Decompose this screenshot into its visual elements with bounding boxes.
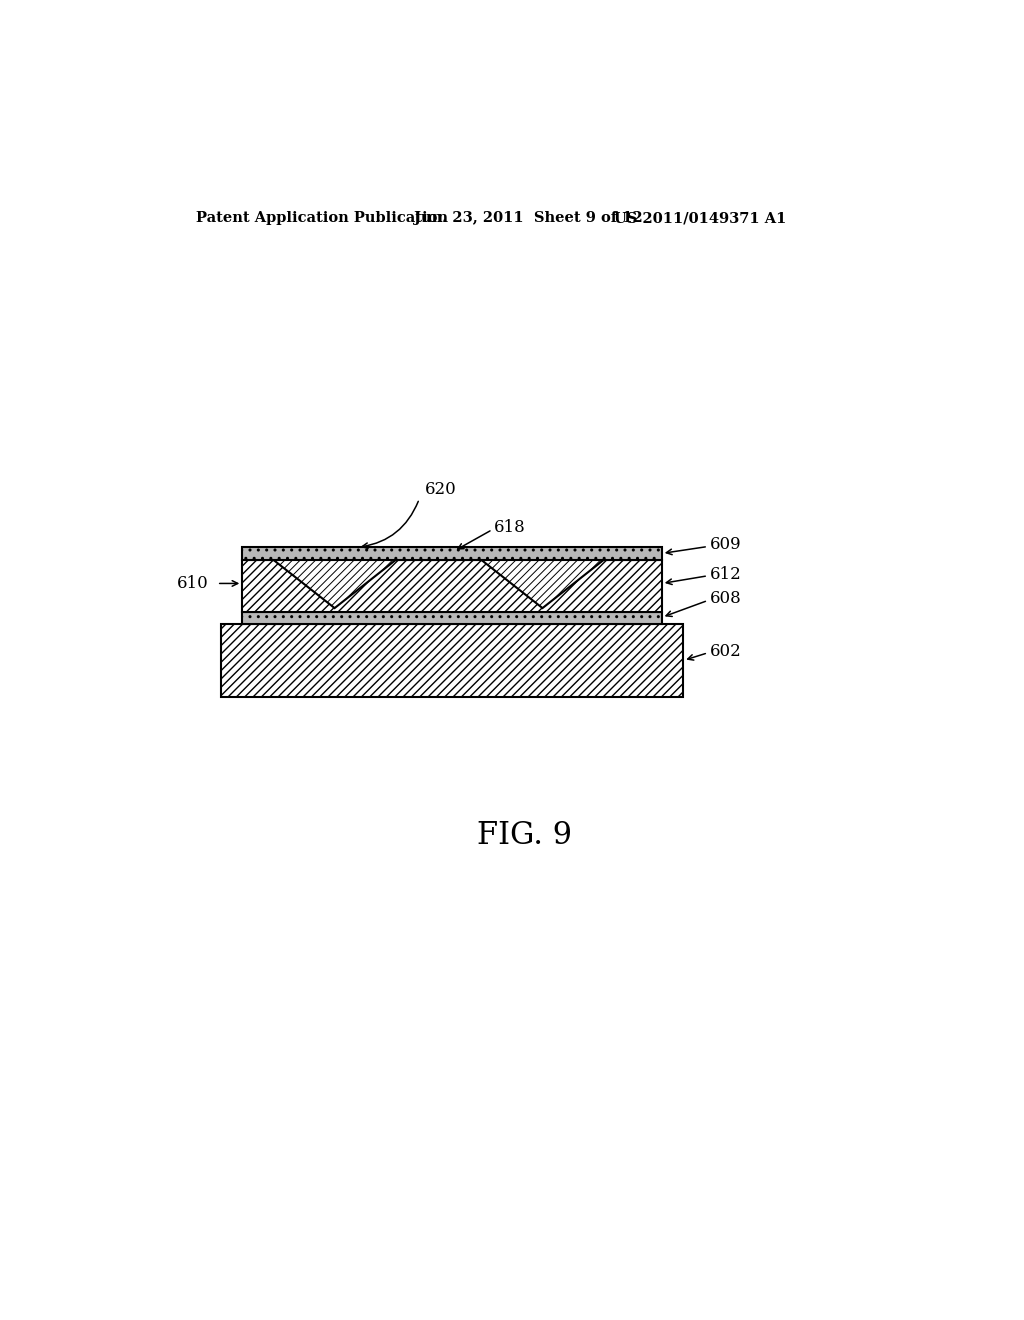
Polygon shape	[273, 560, 396, 609]
Text: FIG. 9: FIG. 9	[477, 821, 572, 851]
Bar	[243, 548, 662, 560]
Text: 610: 610	[177, 576, 209, 591]
Text: 618: 618	[494, 520, 525, 536]
Text: 612: 612	[710, 566, 741, 582]
Text: US 2011/0149371 A1: US 2011/0149371 A1	[614, 211, 786, 226]
Text: Patent Application Publication: Patent Application Publication	[196, 211, 449, 226]
Text: 620: 620	[425, 480, 457, 498]
Text: 602: 602	[710, 643, 741, 660]
Text: 609: 609	[710, 536, 741, 553]
Bar	[243, 560, 662, 612]
Polygon shape	[481, 560, 604, 609]
Text: 608: 608	[710, 590, 741, 607]
Bar	[221, 624, 683, 697]
Text: Jun. 23, 2011  Sheet 9 of 12: Jun. 23, 2011 Sheet 9 of 12	[414, 211, 643, 226]
Bar	[243, 612, 662, 624]
